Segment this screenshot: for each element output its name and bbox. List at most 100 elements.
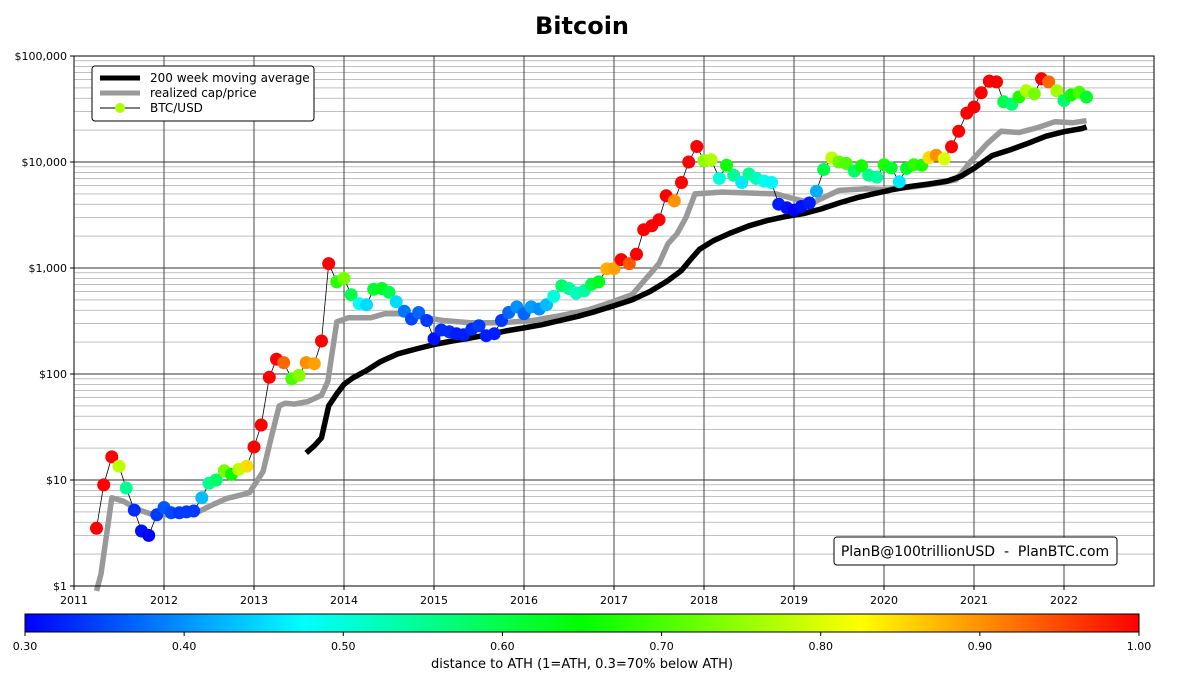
btc-price-dot [720, 158, 733, 172]
legend: 200 week moving average realized cap/pri… [91, 65, 315, 122]
btc-price-dot [322, 257, 336, 271]
x-tick-label: 2018 [690, 594, 718, 607]
legend-swatch-btc-dot [115, 103, 125, 113]
btc-price-dot [240, 459, 254, 473]
btc-price-dot [630, 247, 643, 261]
btc-price-dot [307, 357, 321, 371]
annotation-box: PlanB@100trillionUSD - PlanBTC.com [833, 536, 1118, 566]
btc-price-dot [682, 155, 696, 169]
x-tick-label: 2019 [780, 594, 808, 607]
x-axis-ticks: 2011 2012 2013 2014 2015 2016 2017 2018 2019 2020… [60, 586, 1078, 607]
btc-price-dot [667, 194, 681, 208]
btc-price-dot [277, 356, 291, 370]
colorbar-ticks: 0.30 0.40 0.50 0.60 0.70 0.80 0.90 1.00 [13, 632, 1152, 653]
btc-price-dot [105, 450, 119, 464]
annotation-frame [833, 536, 1118, 566]
btc-price-dot [487, 327, 501, 341]
x-tick-label: 2014 [330, 594, 358, 607]
btc-price-dot [247, 440, 261, 454]
x-tick-label: 2012 [150, 594, 178, 607]
btc-price-dot [622, 257, 636, 271]
colorbar-tick-label: 0.30 [13, 640, 38, 653]
colorbar-tick-label: 0.60 [490, 640, 515, 653]
btc-price-dot [337, 271, 351, 285]
x-tick-label: 2017 [600, 594, 628, 607]
btc-price-dot [870, 170, 884, 184]
major-gridlines [73, 55, 1154, 587]
btc-price-dot [1080, 90, 1093, 104]
btc-price-dot [967, 100, 981, 114]
btc-price-dot [119, 481, 133, 495]
btc-price-dot [262, 370, 276, 384]
btc-price-dot [472, 319, 486, 333]
btc-price-dot [427, 332, 441, 346]
btc-price-dot [1050, 84, 1064, 98]
plot-frame [73, 55, 1155, 587]
chart-title: Bitcoin [535, 12, 629, 40]
btc-price-dot [360, 298, 373, 312]
legend-label-btc: BTC/USD [150, 101, 203, 115]
btc-price-dot [735, 176, 749, 189]
btc-price-dot [952, 124, 966, 138]
btc-price-dot [765, 176, 778, 189]
btc-price-dot [675, 176, 688, 189]
btc-price-dot [389, 295, 403, 309]
btc-price-dot [990, 75, 1003, 89]
btc-price-dot [187, 504, 201, 518]
realized-cap-line [93, 117, 1087, 592]
btc-price-dot [817, 163, 831, 176]
btc-price-dot [142, 528, 156, 542]
btc-price-dot [607, 262, 621, 275]
legend-box [91, 65, 315, 122]
btc-price-dot [892, 175, 906, 189]
y-tick-label: $1 [53, 580, 67, 593]
colorbar-tick-label: 0.50 [331, 640, 356, 653]
colorbar-tick-label: 0.80 [808, 640, 833, 653]
annotation-text: PlanB@100trillionUSD - PlanBTC.com [841, 544, 1109, 560]
colorbar-tick-label: 1.00 [1127, 640, 1152, 653]
x-tick-label: 2016 [510, 594, 538, 607]
y-tick-label: $1,000 [29, 262, 68, 275]
colorbar-tick-label: 0.90 [968, 640, 993, 653]
btc-price-dot [547, 289, 561, 303]
btc-price-dot [712, 171, 726, 185]
colorbar-tick-label: 0.40 [172, 640, 197, 653]
btc-price-dot [344, 288, 358, 302]
btc-price-dot [884, 161, 898, 175]
btc-price-dot [937, 152, 951, 166]
legend-label-ma: 200 week moving average [150, 71, 310, 85]
btc-price-dot [420, 314, 434, 327]
y-tick-label: $100 [39, 368, 67, 381]
x-tick-label: 2020 [870, 594, 898, 607]
x-tick-label: 2013 [240, 594, 268, 607]
btc-price-dot [209, 473, 223, 487]
x-tick-label: 2021 [960, 594, 988, 607]
y-tick-label: $10,000 [22, 156, 68, 169]
btc-price-dot [412, 306, 426, 319]
btc-price-dot [974, 86, 988, 100]
btc-price-dot [945, 140, 958, 154]
y-tick-label: $10 [46, 474, 67, 487]
btc-price-dot [704, 153, 718, 167]
colorbar-tick-label: 0.70 [649, 640, 674, 653]
btc-price-dots [90, 72, 1093, 542]
btc-price-dot [1042, 75, 1056, 89]
btc-price-dot [690, 140, 704, 153]
ma200-line [304, 124, 1088, 455]
btc-price-dot [97, 478, 111, 492]
btc-price-dot [195, 491, 209, 505]
btc-price-dot [810, 184, 823, 198]
colorbar-label: distance to ATH (1=ATH, 0.3=70% below AT… [431, 657, 733, 672]
y-tick-label: $100,000 [15, 50, 68, 63]
btc-price-dot [802, 196, 816, 210]
x-tick-label: 2015 [420, 594, 448, 607]
btc-price-dot [127, 503, 141, 517]
y-axis-ticks: $1 $10 $100 $1,000 $10,000 $100,000 [15, 50, 74, 593]
btc-price-dot [839, 156, 853, 170]
x-tick-label: 2022 [1050, 594, 1078, 607]
btc-price-dot [315, 334, 328, 348]
x-tick-label: 2011 [60, 594, 88, 607]
colorbar [24, 613, 1140, 633]
btc-price-dot [254, 418, 268, 432]
